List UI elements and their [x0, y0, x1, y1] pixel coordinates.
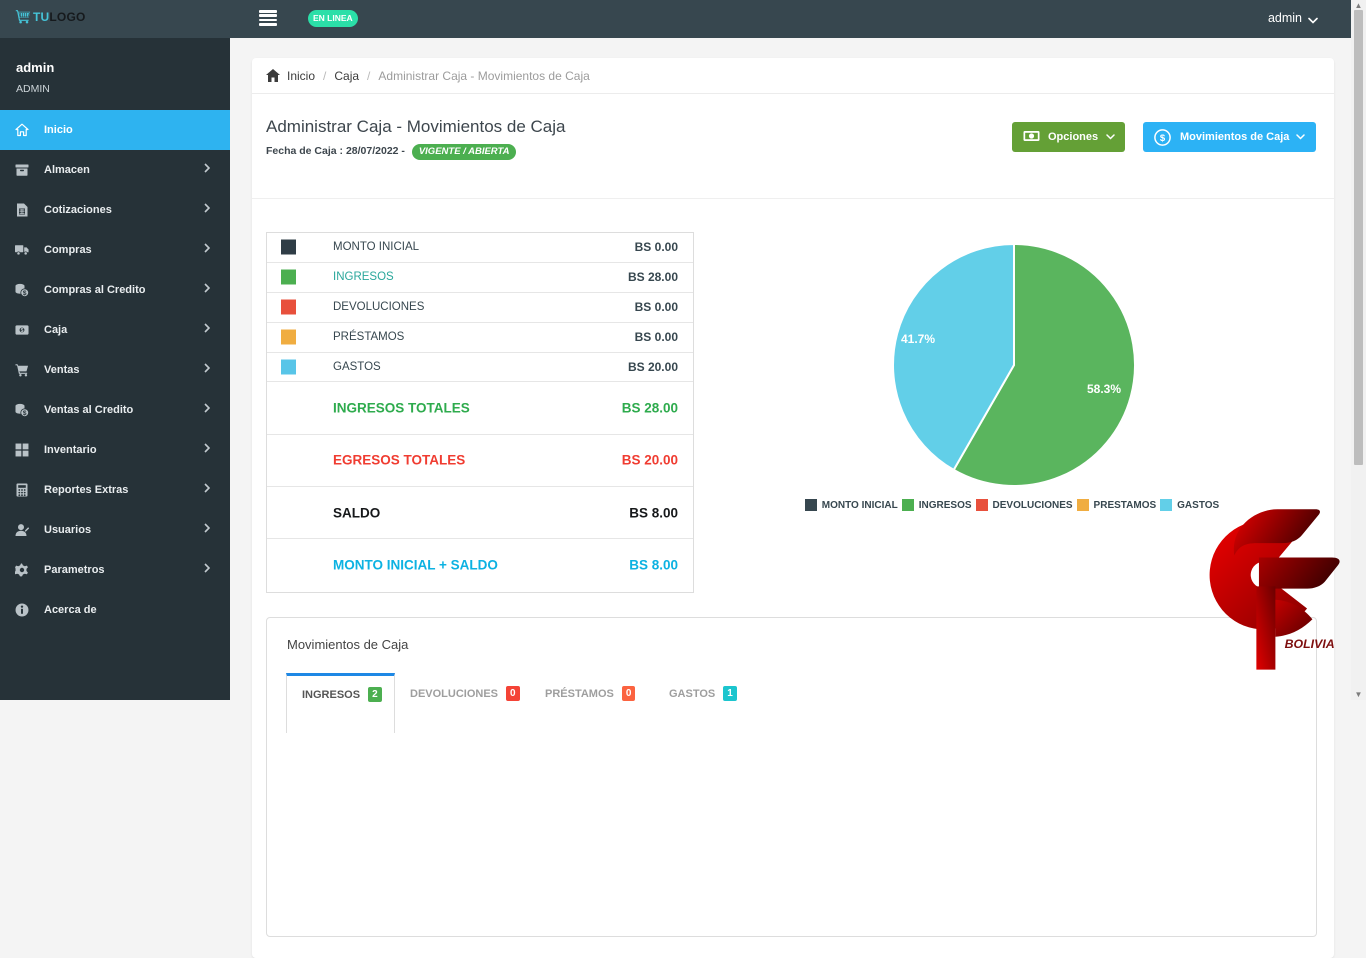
- svg-text:$: $: [1160, 133, 1166, 144]
- svg-text:BOLIVIA: BOLIVIA: [1285, 637, 1335, 651]
- svg-text:$: $: [21, 328, 24, 334]
- svg-text:$: $: [23, 290, 27, 297]
- svg-text:$: $: [23, 410, 27, 417]
